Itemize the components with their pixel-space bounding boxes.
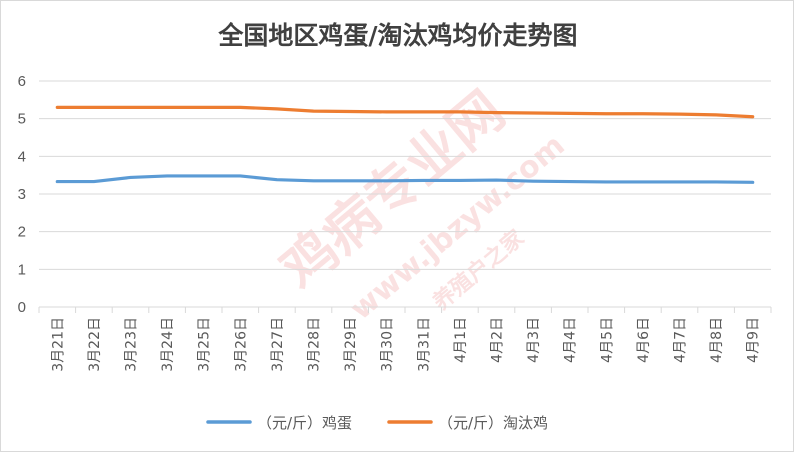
x-tick-label: 4月5日 <box>599 317 615 363</box>
y-axis-ticks: 0 1 2 3 4 5 6 <box>18 73 26 316</box>
x-tick-label: 3月29日 <box>343 317 359 372</box>
chart-title: 全国地区鸡蛋/淘汰鸡均价走势图 <box>217 21 577 50</box>
x-tick-label: 4月7日 <box>673 317 689 363</box>
x-tick-label: 4月6日 <box>636 317 652 363</box>
x-tick-label: 3月28日 <box>307 317 323 372</box>
y-tick-label: 2 <box>18 224 26 241</box>
legend: （元/斤）鸡蛋 （元/斤）淘汰鸡 <box>208 414 548 432</box>
y-tick-label: 5 <box>18 111 26 128</box>
x-tick-label: 3月31日 <box>416 317 432 372</box>
y-tick-label: 4 <box>18 148 26 165</box>
legend-label: （元/斤）淘汰鸡 <box>438 414 548 432</box>
y-tick-label: 0 <box>18 299 26 316</box>
legend-label: （元/斤）鸡蛋 <box>257 414 352 432</box>
x-tick-label: 3月24日 <box>160 317 176 372</box>
x-tick-label: 3月21日 <box>50 317 66 372</box>
x-tick-label: 4月3日 <box>526 317 542 363</box>
x-tick-label: 4月1日 <box>453 317 469 363</box>
y-tick-label: 3 <box>18 186 26 203</box>
y-tick-label: 1 <box>18 261 26 278</box>
x-tick-label: 4月4日 <box>563 317 579 363</box>
x-tick-label: 3月22日 <box>87 317 103 372</box>
x-tick-label: 3月25日 <box>197 317 213 372</box>
x-tick-label: 4月9日 <box>746 317 762 363</box>
x-tick-label: 3月27日 <box>270 317 286 372</box>
x-tick-label: 4月8日 <box>709 317 725 363</box>
x-tick-label: 3月23日 <box>124 317 140 372</box>
x-tick-label: 3月26日 <box>233 317 249 372</box>
x-axis: 3月21日 3月22日 3月23日 3月24日 3月25日 3月26日 3月27日 3月28日… <box>39 307 771 372</box>
x-tick-label: 3月30日 <box>380 317 396 372</box>
y-tick-label: 6 <box>18 73 26 90</box>
series-line-2 <box>57 107 752 116</box>
x-tick-label: 4月2日 <box>490 317 506 363</box>
